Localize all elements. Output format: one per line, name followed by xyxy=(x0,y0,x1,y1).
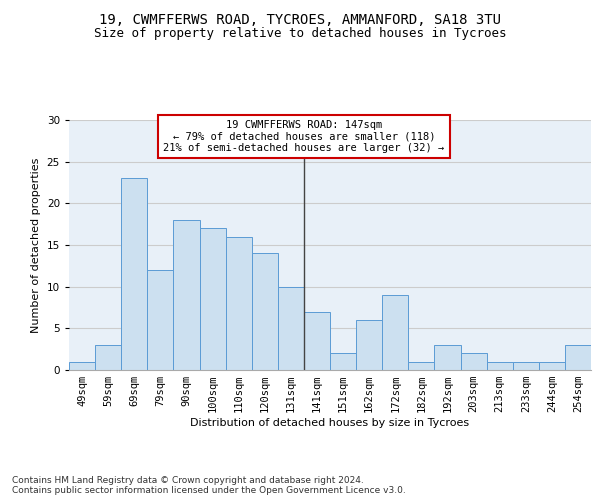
Bar xyxy=(304,312,330,370)
Bar xyxy=(565,345,591,370)
Bar xyxy=(121,178,148,370)
Bar xyxy=(409,362,434,370)
Bar xyxy=(487,362,513,370)
Text: Contains HM Land Registry data © Crown copyright and database right 2024.
Contai: Contains HM Land Registry data © Crown c… xyxy=(12,476,406,495)
Bar xyxy=(461,354,487,370)
Bar xyxy=(539,362,565,370)
Bar xyxy=(278,286,304,370)
Bar xyxy=(95,345,121,370)
Bar xyxy=(69,362,95,370)
Bar xyxy=(148,270,173,370)
Bar xyxy=(356,320,382,370)
Text: Size of property relative to detached houses in Tycroes: Size of property relative to detached ho… xyxy=(94,28,506,40)
Y-axis label: Number of detached properties: Number of detached properties xyxy=(31,158,41,332)
Bar xyxy=(434,345,461,370)
Text: 19, CWMFFERWS ROAD, TYCROES, AMMANFORD, SA18 3TU: 19, CWMFFERWS ROAD, TYCROES, AMMANFORD, … xyxy=(99,12,501,26)
Bar xyxy=(199,228,226,370)
Bar xyxy=(330,354,356,370)
Bar xyxy=(382,295,409,370)
Bar xyxy=(252,254,278,370)
Bar xyxy=(173,220,199,370)
Bar xyxy=(513,362,539,370)
Bar xyxy=(226,236,252,370)
X-axis label: Distribution of detached houses by size in Tycroes: Distribution of detached houses by size … xyxy=(190,418,470,428)
Text: 19 CWMFFERWS ROAD: 147sqm
← 79% of detached houses are smaller (118)
21% of semi: 19 CWMFFERWS ROAD: 147sqm ← 79% of detac… xyxy=(163,120,445,153)
